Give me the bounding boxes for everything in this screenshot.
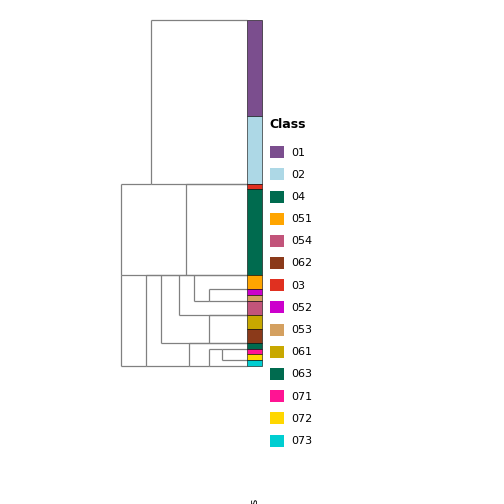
Text: 072: 072	[291, 414, 312, 424]
Bar	[270, 412, 284, 424]
Text: 053: 053	[291, 325, 312, 335]
Text: 061: 061	[291, 347, 312, 357]
Bar	[247, 295, 262, 301]
Text: 03: 03	[291, 281, 305, 291]
Text: 054: 054	[291, 236, 312, 246]
Bar	[270, 168, 284, 180]
Bar	[270, 235, 284, 247]
Bar	[270, 434, 284, 447]
Text: 073: 073	[291, 436, 312, 446]
Text: 062: 062	[291, 259, 312, 269]
Text: 052: 052	[291, 303, 312, 313]
Bar	[247, 329, 262, 343]
Bar	[247, 301, 262, 315]
Bar	[247, 20, 262, 116]
Bar	[270, 146, 284, 158]
Bar	[270, 279, 284, 291]
Text: Class: Class	[270, 118, 306, 131]
Bar	[270, 390, 284, 402]
Text: 01: 01	[291, 148, 305, 158]
Text: 063: 063	[291, 369, 312, 380]
Bar	[247, 190, 262, 275]
Bar	[270, 213, 284, 225]
Bar	[270, 301, 284, 313]
Bar	[270, 346, 284, 358]
Text: 02: 02	[291, 170, 305, 180]
Text: 04: 04	[291, 192, 305, 202]
Text: Class: Class	[249, 498, 260, 504]
Bar	[270, 324, 284, 336]
Bar	[247, 275, 262, 289]
Bar	[247, 343, 262, 349]
Bar	[247, 184, 262, 190]
Text: 071: 071	[291, 392, 312, 402]
Bar	[270, 191, 284, 203]
Bar	[247, 354, 262, 360]
Bar	[247, 360, 262, 366]
Text: 051: 051	[291, 214, 312, 224]
Bar	[247, 116, 262, 184]
Bar	[270, 257, 284, 269]
Bar	[247, 349, 262, 354]
Bar	[270, 368, 284, 380]
Bar	[247, 315, 262, 329]
Bar	[247, 289, 262, 295]
